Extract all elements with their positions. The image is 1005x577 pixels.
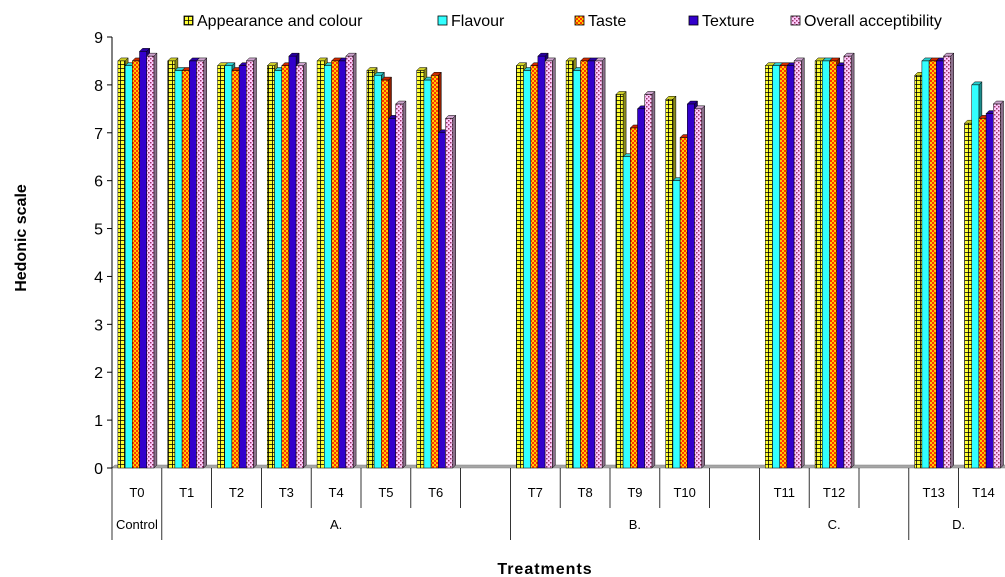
x-axis-title: Treatments: [497, 561, 592, 577]
bar-T11-4: [793, 57, 805, 469]
legend-swatch: [688, 15, 699, 26]
legend-swatch: [437, 15, 448, 26]
group-label: A.: [330, 517, 342, 532]
group-label: D.: [952, 517, 965, 532]
category-label-T4: T4: [329, 485, 344, 500]
legend-item-0: Appearance and colour: [183, 13, 363, 30]
group-label: B.: [629, 517, 641, 532]
bar-T9-4: [644, 90, 656, 469]
legend-item-3: Texture: [688, 13, 755, 30]
y-tick-label: 9: [94, 30, 103, 47]
category-label-T0: T0: [129, 485, 144, 500]
bar-T2-4: [245, 57, 258, 469]
category-label-T11: T11: [774, 485, 795, 500]
group-label: C.: [828, 517, 841, 532]
bar-T12-4: [843, 52, 855, 469]
legend-swatch: [183, 15, 194, 26]
category-label-T5: T5: [378, 485, 393, 500]
category-label-T13: T13: [922, 485, 944, 500]
y-tick-label: 7: [94, 126, 103, 143]
category-label-T10: T10: [673, 485, 695, 500]
bar-T0-4: [146, 52, 158, 469]
y-tick-label: 5: [94, 222, 103, 239]
bar-T4-4: [345, 52, 357, 469]
legend-swatch: [574, 15, 585, 26]
legend: Appearance and colour Flavour Taste Texture…: [183, 13, 942, 30]
category-label-T1: T1: [179, 485, 194, 500]
bar-T13-4: [942, 52, 955, 469]
bar-T1-4: [195, 57, 208, 469]
category-label-T12: T12: [823, 485, 845, 500]
y-axis-title: Hedonic scale: [13, 184, 30, 292]
y-tick-label: 3: [94, 317, 103, 334]
axes-layer: 0 1 2 3 4 5 6 7 8 9: [94, 30, 113, 478]
category-label-T3: T3: [279, 485, 294, 500]
legend-label: Taste: [588, 13, 626, 30]
category-label-T2: T2: [229, 485, 244, 500]
legend-item-2: Taste: [574, 13, 626, 30]
bar-T10-4: [693, 105, 706, 469]
bar-T3-4: [295, 62, 307, 469]
category-label-T7: T7: [528, 485, 543, 500]
group-label: Control: [116, 517, 158, 532]
category-labels: T0 T1 T2 T3 T4 T5 T6 T7 T8 T9 T10 T11 T12 T13 T14 Contr…: [111, 468, 995, 540]
bar-T7-4: [544, 57, 556, 469]
category-label-T8: T8: [578, 485, 593, 500]
y-tick-label: 2: [94, 365, 103, 382]
legend-label: Texture: [702, 13, 755, 30]
bar-T6-4: [444, 114, 457, 469]
legend-swatch: [790, 15, 801, 26]
legend-item-4: Overall acceptibility: [790, 13, 942, 30]
bar-T14-4: [992, 100, 1005, 469]
bars-layer: [117, 47, 1005, 469]
y-tick-label: 0: [94, 461, 103, 478]
legend-label: Overall acceptibility: [804, 13, 942, 30]
y-tick-label: 8: [94, 78, 103, 95]
bar-T5-4: [395, 100, 407, 469]
y-tick-label: 4: [94, 269, 103, 286]
category-label-T14: T14: [972, 485, 994, 500]
bar-T8-4: [594, 57, 606, 469]
y-tick-label: 6: [94, 174, 103, 191]
category-label-T9: T9: [627, 485, 642, 500]
legend-label: Appearance and colour: [197, 13, 363, 30]
category-label-T6: T6: [428, 485, 443, 500]
y-tick-label: 1: [94, 413, 103, 430]
legend-label: Flavour: [451, 13, 505, 30]
legend-item-1: Flavour: [437, 13, 505, 30]
